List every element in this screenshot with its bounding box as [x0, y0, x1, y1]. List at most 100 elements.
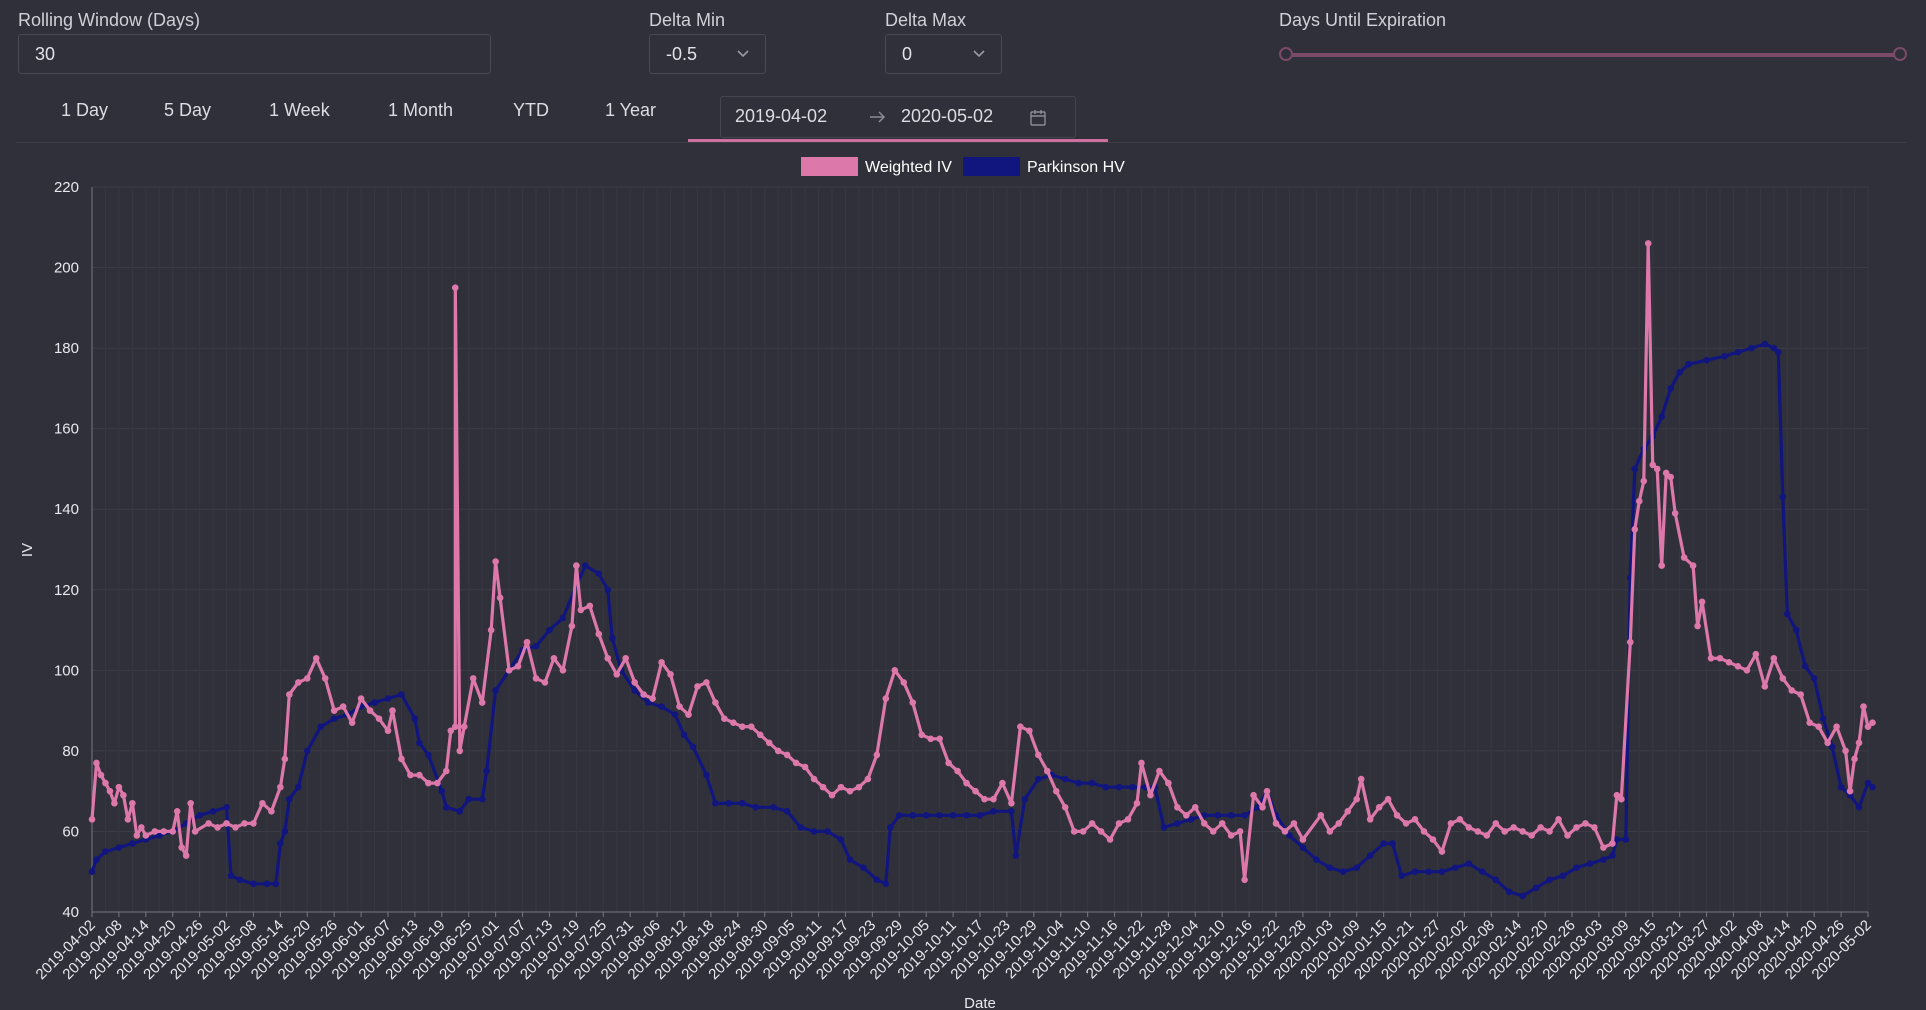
y-tick-label: 60	[62, 823, 79, 840]
data-point-parkinson-hv	[438, 787, 446, 795]
data-point-parkinson-hv	[286, 795, 293, 803]
data-point-weighted-iv	[456, 747, 464, 755]
y-axis-label: IV	[19, 543, 36, 557]
range-5-day-button[interactable]: 5 Day	[164, 100, 212, 120]
range-1-month-button[interactable]: 1 Month	[388, 100, 454, 120]
data-point-parkinson-hv	[1366, 852, 1374, 859]
data-point-weighted-iv	[312, 654, 320, 662]
data-point-parkinson-hv	[1761, 340, 1769, 348]
data-point-weighted-iv	[447, 727, 455, 735]
data-point-weighted-iv	[1662, 469, 1670, 477]
data-point-parkinson-hv	[873, 876, 881, 884]
data-point-weighted-iv	[1667, 473, 1674, 481]
data-point-weighted-iv	[1326, 828, 1334, 835]
data-point-weighted-iv	[1393, 812, 1401, 819]
data-point-parkinson-hv	[631, 687, 638, 694]
data-point-parkinson-hv	[882, 880, 890, 888]
data-point-weighted-iv	[819, 783, 827, 791]
data-point-parkinson-hv	[963, 812, 970, 819]
data-point-parkinson-hv	[1532, 884, 1540, 892]
data-point-parkinson-hv	[236, 876, 244, 884]
data-point-weighted-iv	[286, 691, 293, 698]
data-point-parkinson-hv	[1864, 779, 1872, 787]
data-point-parkinson-hv	[1241, 812, 1248, 819]
data-point-weighted-iv	[1806, 719, 1813, 726]
data-point-weighted-iv	[241, 820, 248, 827]
data-point-parkinson-hv	[272, 880, 280, 888]
data-point-weighted-iv	[1281, 828, 1289, 835]
range-ytd-button[interactable]: YTD	[513, 100, 549, 120]
slider-max-handle[interactable]	[1893, 47, 1907, 61]
data-point-weighted-iv	[550, 654, 558, 662]
data-point-parkinson-hv	[1586, 860, 1594, 867]
calendar-icon[interactable]	[1029, 109, 1047, 127]
legend-swatch-parkinson-hv	[963, 157, 1020, 176]
range-1-year-button[interactable]: 1 Year	[605, 100, 657, 120]
data-point-parkinson-hv	[1801, 663, 1809, 670]
y-tick-label: 40	[62, 904, 79, 921]
data-point-parkinson-hv	[1519, 892, 1526, 900]
data-point-parkinson-hv	[1398, 872, 1405, 880]
data-point-weighted-iv	[613, 671, 621, 678]
data-point-weighted-iv	[622, 654, 629, 662]
range-1-week-button[interactable]: 1 Week	[269, 100, 330, 120]
data-point-parkinson-hv	[155, 832, 163, 839]
days-until-expiration-label: Days Until Expiration	[1279, 10, 1447, 30]
data-point-weighted-iv	[828, 791, 836, 799]
data-point-parkinson-hv	[483, 767, 490, 775]
data-point-weighted-iv	[102, 779, 109, 787]
data-point-parkinson-hv	[1021, 795, 1029, 803]
data-point-weighted-iv	[1501, 828, 1509, 835]
data-point-parkinson-hv	[1613, 836, 1621, 843]
data-point-weighted-iv	[739, 723, 746, 731]
range-1-day-button[interactable]: 1 Day	[61, 100, 109, 120]
data-point-parkinson-hv	[1465, 860, 1473, 867]
data-point-parkinson-hv	[384, 695, 392, 702]
data-point-weighted-iv	[1088, 820, 1096, 827]
data-point-parkinson-hv	[1214, 812, 1221, 819]
data-point-weighted-iv	[999, 779, 1006, 787]
legend-label-weighted-iv: Weighted IV	[865, 159, 952, 176]
data-point-parkinson-hv	[1703, 356, 1710, 364]
data-point-weighted-iv	[918, 731, 925, 739]
data-point-weighted-iv	[1353, 795, 1361, 803]
start-date[interactable]: 2019-04-02	[735, 106, 828, 126]
data-point-parkinson-hv	[1559, 872, 1567, 880]
legend-swatch-weighted-iv	[801, 157, 858, 176]
data-point-weighted-iv	[1070, 828, 1078, 835]
data-point-weighted-iv	[523, 638, 531, 646]
data-point-weighted-iv	[676, 703, 683, 710]
days-until-expiration-slider[interactable]	[1286, 53, 1900, 57]
data-point-weighted-iv	[1698, 598, 1706, 606]
data-point-weighted-iv	[1788, 687, 1796, 694]
data-point-weighted-iv	[1824, 739, 1831, 747]
data-point-parkinson-hv	[478, 795, 486, 803]
data-point-parkinson-hv	[1505, 888, 1513, 896]
delta-max-select[interactable]: 0	[885, 34, 1002, 74]
toolbar-divider	[16, 142, 1906, 143]
data-point-parkinson-hv	[887, 824, 894, 831]
rolling-window-input[interactable]: 30	[18, 34, 491, 74]
data-point-weighted-iv	[1855, 739, 1863, 747]
delta-min-select[interactable]: -0.5	[649, 34, 766, 74]
data-point-weighted-iv	[1555, 816, 1562, 823]
data-point-weighted-iv	[1797, 691, 1805, 698]
data-point-parkinson-hv	[1775, 348, 1782, 356]
data-point-weighted-iv	[649, 695, 656, 702]
data-point-weighted-iv	[492, 558, 499, 565]
data-point-parkinson-hv	[416, 739, 423, 747]
data-point-parkinson-hv	[922, 812, 930, 819]
date-range-picker[interactable]: 2019-04-02 2020-05-02	[720, 96, 1076, 138]
data-point-weighted-iv	[111, 799, 118, 807]
data-point-weighted-iv	[586, 602, 594, 610]
data-point-weighted-iv	[191, 828, 199, 835]
slider-min-handle[interactable]	[1279, 47, 1293, 61]
data-point-weighted-iv	[1138, 759, 1145, 767]
data-point-parkinson-hv	[1479, 868, 1486, 876]
data-point-parkinson-hv	[1676, 368, 1683, 376]
data-point-parkinson-hv	[532, 642, 540, 650]
data-point-parkinson-hv	[559, 614, 567, 622]
end-date[interactable]: 2020-05-02	[901, 106, 994, 126]
data-point-weighted-iv	[173, 808, 181, 815]
data-point-weighted-iv	[451, 723, 459, 731]
